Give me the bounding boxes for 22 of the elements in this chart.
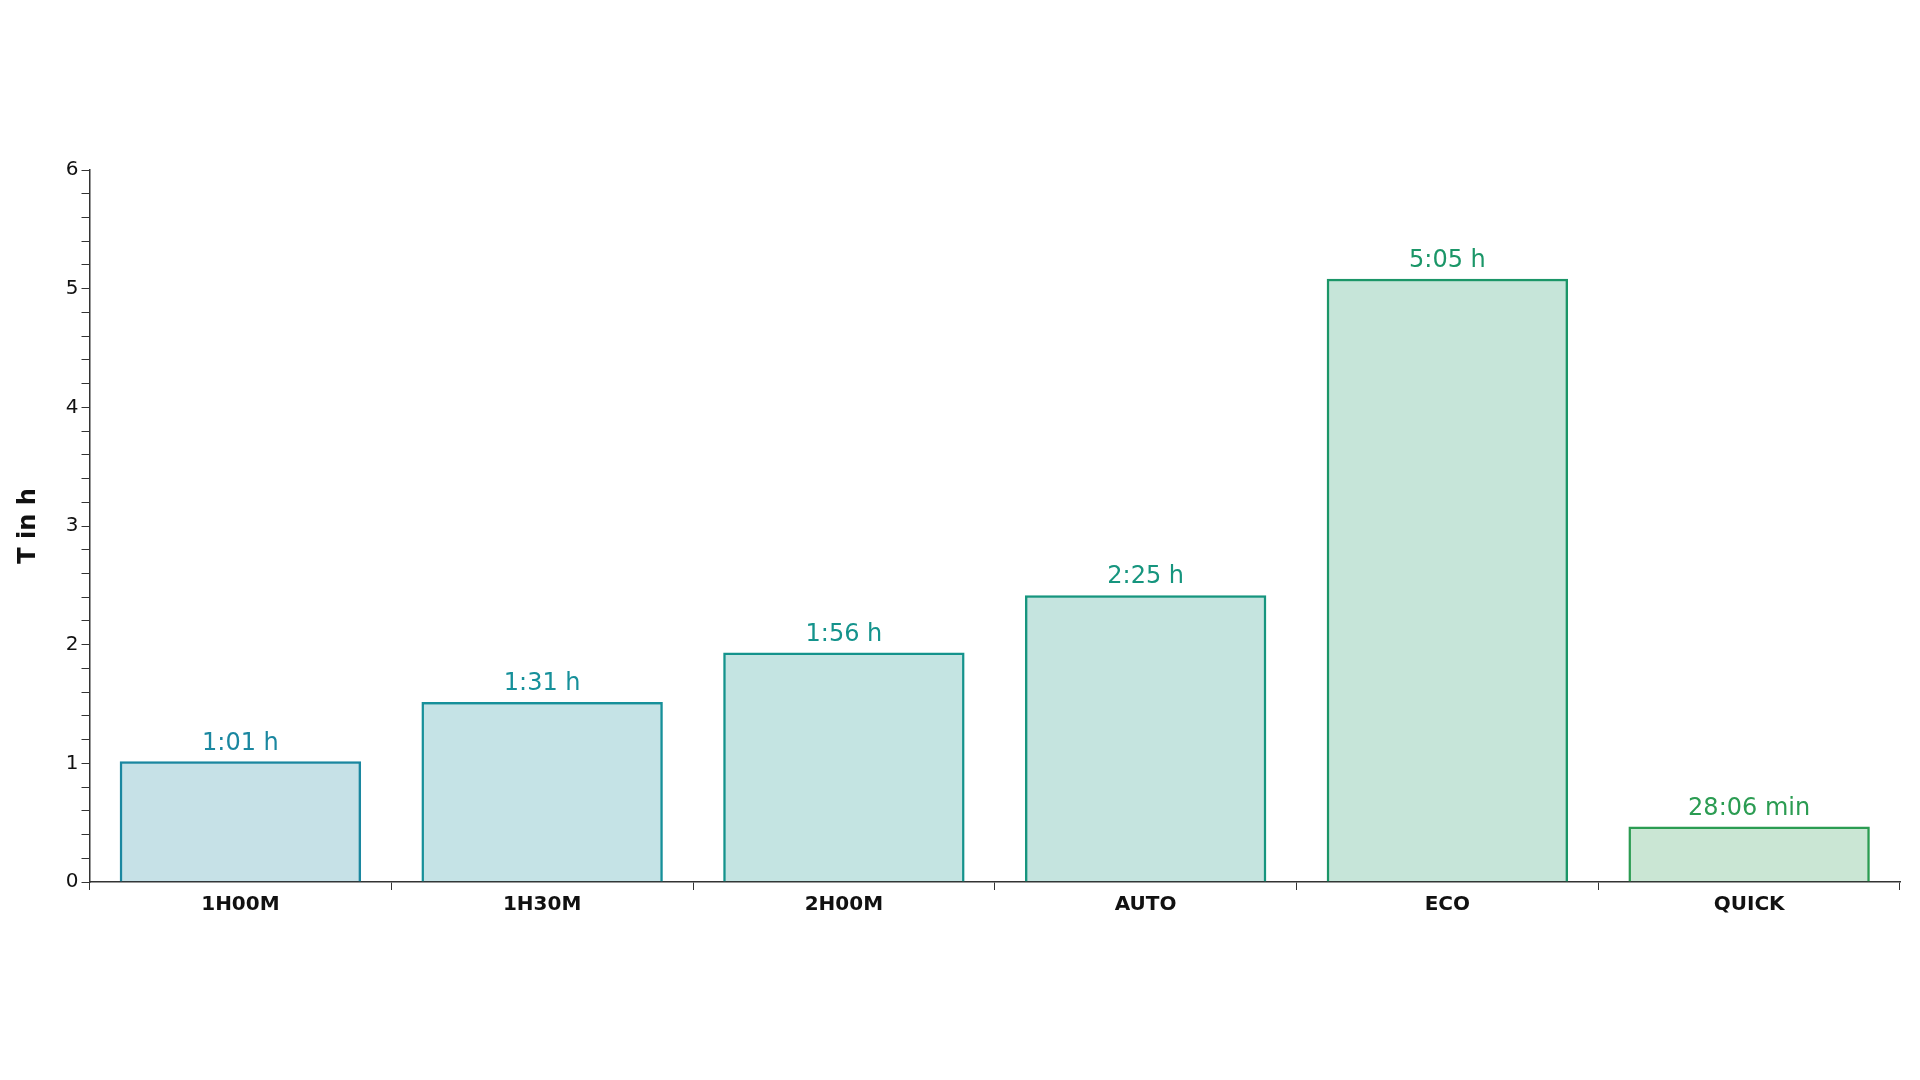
x-tick-label: AUTO — [1114, 891, 1177, 916]
data-label: 1:56 h — [805, 618, 883, 647]
y-tick-label: 3 — [65, 512, 79, 537]
data-label: 5:05 h — [1409, 245, 1486, 274]
x-tick-label: QUICK — [1713, 891, 1787, 916]
y-tick-label: 5 — [65, 274, 79, 299]
data-label: 2:25 h — [1107, 561, 1184, 590]
y-tick-label: 6 — [65, 156, 79, 181]
bar — [1628, 826, 1870, 882]
y-axis-title: T in h — [12, 488, 41, 564]
y-tick-label: 4 — [65, 393, 79, 418]
y-tick-label: 2 — [65, 630, 79, 655]
y-tick-label: 0 — [65, 868, 79, 893]
x-tick-label: ECO — [1424, 891, 1471, 916]
x-tick-label: 1H30M — [502, 891, 582, 916]
data-label: 1:01 h — [202, 727, 279, 756]
x-tick-label: 1H00M — [201, 891, 280, 916]
bar — [421, 702, 663, 882]
x-tick-label: 2H00M — [804, 891, 884, 916]
y-tick-label: 1 — [65, 749, 79, 774]
data-label: 1:31 h — [503, 668, 581, 697]
data-label: 28:06 min — [1688, 792, 1811, 821]
